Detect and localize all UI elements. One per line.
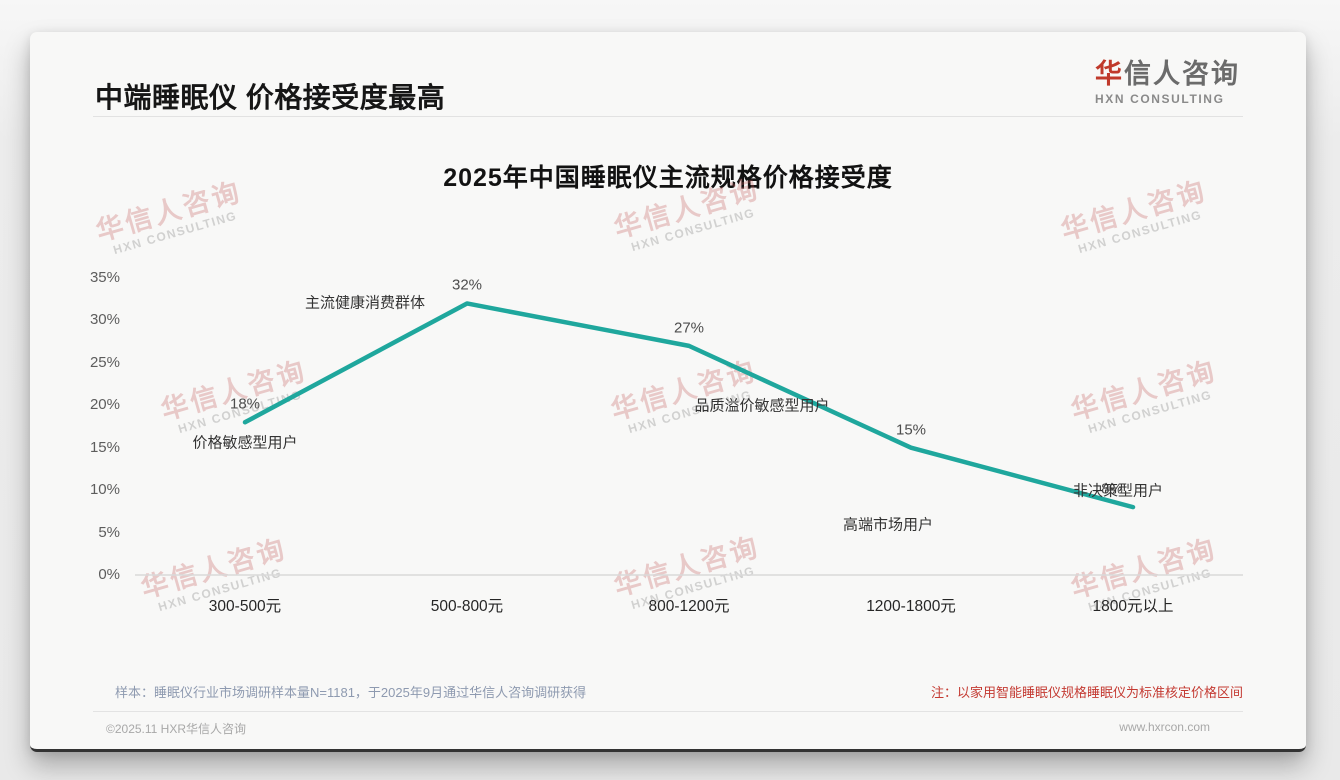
- pricing-basis-note: 注：以家用智能睡眠仪规格睡眠仪为标准核定价格区间: [930, 685, 1243, 700]
- data-point-label: 18%: [229, 395, 261, 413]
- y-tick-label: 5%: [98, 523, 120, 541]
- sample-note: 样本：睡眠仪行业市场调研样本量N=1181，于2025年9月通过华信人咨询调研获…: [115, 685, 587, 700]
- y-tick-label: 25%: [89, 353, 120, 371]
- data-point-label: 8%: [1101, 480, 1123, 498]
- y-tick-label: 30%: [89, 311, 120, 329]
- x-category-label: 800-1200元: [648, 598, 730, 615]
- x-category-label: 300-500元: [208, 598, 282, 615]
- y-tick-label: 15%: [89, 438, 120, 456]
- company-logo: 华信人咨询 HXN CONSULTING: [1095, 58, 1240, 106]
- segment-annotation: 品质溢价敏感型用户: [694, 397, 830, 415]
- x-category-label: 1800元以上: [1092, 598, 1174, 615]
- segment-annotation: 主流健康消费群体: [304, 294, 426, 312]
- segment-annotation: 价格敏感型用户: [192, 434, 298, 452]
- chart-title: 2025年中国睡眠仪主流规格价格接受度: [443, 164, 893, 192]
- logo-english-name: HXN CONSULTING: [1095, 92, 1225, 106]
- segment-annotation: 高端市场用户: [842, 516, 934, 534]
- copyright-text: ©2025.11 HXR华信人咨询: [106, 722, 246, 736]
- y-tick-label: 0%: [98, 566, 120, 583]
- report-card: 中端睡眠仪 价格接受度最高 华信人咨询 HXN CONSULTING 2025年…: [30, 32, 1306, 752]
- page-title: 中端睡眠仪 价格接受度最高: [95, 82, 446, 113]
- line-chart: [135, 301, 1243, 576]
- footer-divider: [93, 711, 1243, 712]
- logo-accent-char: 华: [1095, 59, 1124, 89]
- y-tick-label: 35%: [89, 269, 120, 286]
- data-point-label: 27%: [673, 319, 705, 337]
- logo-chinese-name: 华信人咨询: [1095, 58, 1240, 90]
- data-point-label: 32%: [451, 276, 483, 294]
- y-tick-label: 20%: [89, 396, 120, 414]
- x-category-label: 500-800元: [430, 598, 504, 615]
- y-tick-label: 10%: [89, 481, 120, 499]
- price-acceptance-line: [242, 301, 1136, 510]
- website-url: www.hxrcon.com: [1119, 720, 1210, 734]
- segment-annotation: 非决策型用户: [1072, 482, 1164, 500]
- header-divider: [93, 116, 1243, 117]
- x-category-label: 1200-1800元: [866, 598, 956, 615]
- data-point-label: 15%: [895, 421, 927, 439]
- logo-rest-chars: 信人咨询: [1124, 59, 1240, 89]
